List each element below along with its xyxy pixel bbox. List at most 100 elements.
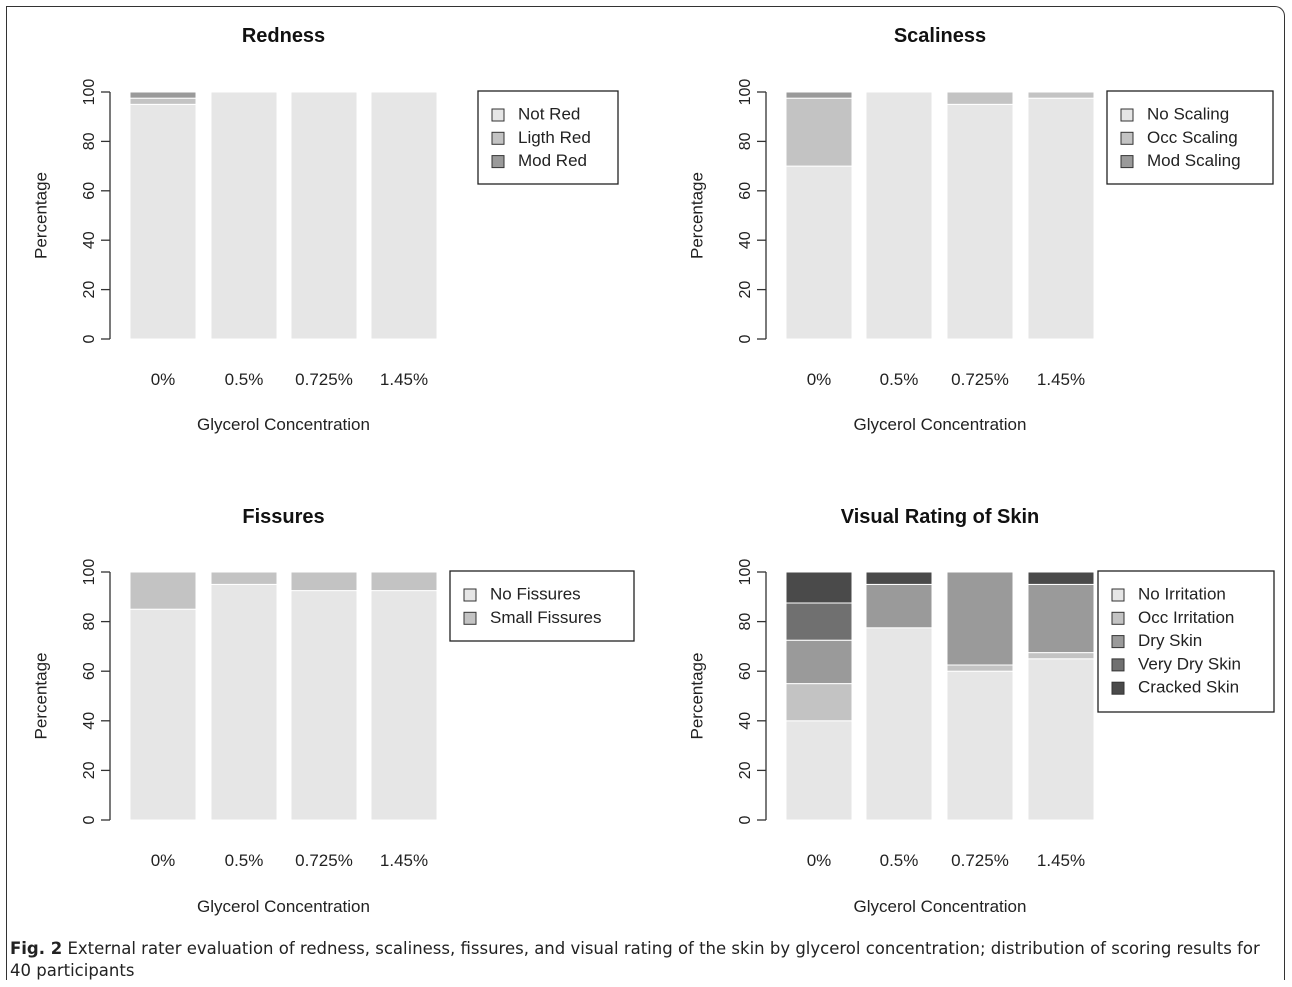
bar-segment bbox=[1027, 583, 1095, 654]
legend-label: Occ Scaling bbox=[1147, 128, 1238, 147]
legend-swatch bbox=[1111, 635, 1125, 649]
bar-segment bbox=[785, 720, 853, 821]
bar-segment bbox=[946, 103, 1014, 340]
bar-segment bbox=[946, 664, 1014, 672]
legend-label: Ligth Red bbox=[518, 128, 591, 147]
bar-segment bbox=[129, 91, 197, 99]
x-tick-label: 0.725% bbox=[951, 851, 1009, 870]
figure-caption: Fig. 2 External rater evaluation of redn… bbox=[10, 938, 1280, 982]
chart-title: Visual Rating of Skin bbox=[841, 506, 1040, 528]
y-axis-label: Percentage bbox=[31, 653, 50, 740]
y-tick-label: 80 bbox=[81, 613, 98, 631]
bar-segment bbox=[946, 91, 1014, 105]
legend-label: Cracked Skin bbox=[1138, 678, 1239, 697]
y-axis-label: Percentage bbox=[687, 172, 706, 259]
legend-swatch bbox=[1120, 131, 1134, 145]
x-tick-label: 1.45% bbox=[1037, 851, 1085, 870]
bar-segment bbox=[290, 571, 358, 592]
legend: No Scaling Occ Scaling Mod Scaling bbox=[1106, 90, 1274, 185]
y-tick-label: 0 bbox=[737, 815, 754, 824]
x-axis-label: Glycerol Concentration bbox=[854, 897, 1027, 916]
chart-title: Redness bbox=[242, 25, 325, 47]
y-tick-label: 80 bbox=[737, 613, 754, 631]
x-axis-label: Glycerol Concentration bbox=[854, 415, 1027, 434]
bar-segment bbox=[1027, 571, 1095, 585]
y-tick-label: 100 bbox=[737, 559, 754, 586]
legend-label: No Irritation bbox=[1138, 584, 1226, 603]
legend-swatch bbox=[1120, 155, 1134, 169]
y-tick-label: 40 bbox=[737, 231, 754, 249]
x-tick-label: 0% bbox=[807, 851, 832, 870]
bar-segment bbox=[210, 583, 278, 821]
y-tick-label: 80 bbox=[737, 132, 754, 150]
chart-title: Scaliness bbox=[894, 25, 986, 47]
y-tick-label: 60 bbox=[737, 662, 754, 680]
legend: No Irritation Occ Irritation Dry Skin Very … bbox=[1097, 570, 1275, 713]
bar-segment bbox=[1027, 91, 1095, 99]
caption-label: Fig. 2 bbox=[10, 939, 63, 958]
bar-segment bbox=[1027, 97, 1095, 340]
bar-segment bbox=[946, 670, 1014, 821]
bar-segment bbox=[129, 608, 197, 821]
y-tick-label: 60 bbox=[737, 182, 754, 200]
y-tick-label: 20 bbox=[737, 761, 754, 779]
charts-canvas: Redness 0 20 40 60 80 100 Percentage 0% 0.5% 0.725… bbox=[31, 25, 1275, 916]
legend-swatch bbox=[463, 611, 477, 625]
y-tick-label: 60 bbox=[81, 182, 98, 200]
legend-swatch bbox=[1111, 658, 1125, 672]
y-tick-label: 0 bbox=[737, 334, 754, 343]
chart-panel: Redness 0 20 40 60 80 100 Percentage 0% 0.5% 0.725… bbox=[31, 25, 619, 434]
bar-segment bbox=[370, 91, 438, 340]
x-tick-label: 0.725% bbox=[295, 370, 353, 389]
bar-segment bbox=[785, 91, 853, 99]
legend-swatch bbox=[1111, 681, 1125, 695]
legend-swatch bbox=[463, 588, 477, 602]
y-tick-label: 100 bbox=[81, 559, 98, 586]
y-tick-label: 20 bbox=[737, 281, 754, 299]
bar-segment bbox=[865, 583, 933, 629]
legend-label: Dry Skin bbox=[1138, 631, 1202, 650]
x-axis-label: Glycerol Concentration bbox=[197, 415, 370, 434]
bar-segment bbox=[865, 571, 933, 585]
legend-label: Small Fissures bbox=[490, 608, 601, 627]
legend-label: Mod Scaling bbox=[1147, 151, 1241, 170]
legend-swatch bbox=[491, 155, 505, 169]
legend-swatch bbox=[491, 108, 505, 122]
bar-segment bbox=[370, 590, 438, 821]
legend: No Fissures Small Fissures bbox=[449, 570, 635, 642]
y-axis-label: Percentage bbox=[31, 172, 50, 259]
y-tick-label: 0 bbox=[81, 334, 98, 343]
x-tick-label: 1.45% bbox=[380, 370, 428, 389]
legend-label: Occ Irritation bbox=[1138, 608, 1234, 627]
bar-segment bbox=[210, 91, 278, 340]
x-tick-label: 0.5% bbox=[225, 851, 264, 870]
chart-panel: Visual Rating of Skin 0 20 40 60 80 100 Percent… bbox=[687, 506, 1275, 916]
bar-segment bbox=[210, 571, 278, 585]
legend-swatch bbox=[491, 131, 505, 145]
bar-segment bbox=[785, 97, 853, 167]
y-tick-label: 40 bbox=[737, 712, 754, 730]
x-tick-label: 0.725% bbox=[295, 851, 353, 870]
legend-label: Mod Red bbox=[518, 151, 587, 170]
bar-segment bbox=[290, 590, 358, 821]
bar-segment bbox=[785, 683, 853, 722]
y-tick-label: 40 bbox=[81, 231, 98, 249]
legend-box bbox=[449, 570, 635, 642]
y-tick-label: 100 bbox=[737, 79, 754, 106]
legend-swatch bbox=[1111, 588, 1125, 602]
bar-segment bbox=[129, 97, 197, 105]
x-tick-label: 0.5% bbox=[880, 851, 919, 870]
x-axis-label: Glycerol Concentration bbox=[197, 897, 370, 916]
bar-segment bbox=[865, 91, 933, 340]
legend-label: Not Red bbox=[518, 104, 580, 123]
legend-label: No Fissures bbox=[490, 584, 581, 603]
caption-text: External rater evaluation of redness, sc… bbox=[10, 939, 1260, 980]
x-tick-label: 0% bbox=[807, 370, 832, 389]
bar-segment bbox=[1027, 652, 1095, 660]
bar-segment bbox=[785, 165, 853, 340]
x-tick-label: 0.5% bbox=[880, 370, 919, 389]
legend-label: Very Dry Skin bbox=[1138, 654, 1241, 673]
bar-segment bbox=[865, 627, 933, 821]
x-tick-label: 0.5% bbox=[225, 370, 264, 389]
